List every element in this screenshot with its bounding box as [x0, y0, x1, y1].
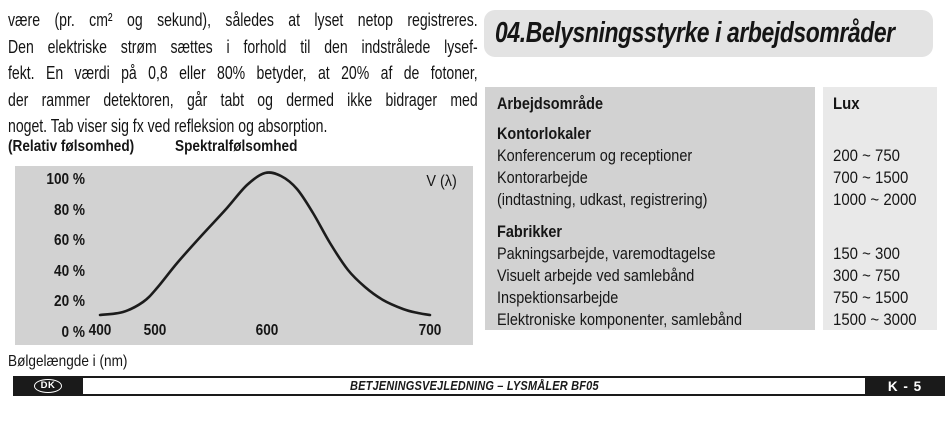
x-tick-label: 700 [418, 322, 442, 339]
footer-title-strip: BETJENINGSVEJLEDNING – LYSMÅLER BF05 [83, 376, 865, 396]
work-area-label: Visuelt arbejde ved samlebånd [497, 266, 695, 285]
lux-value: 150 ~ 300 [833, 244, 900, 263]
table-left-column-background [485, 87, 815, 330]
x-tick-label: 500 [143, 322, 167, 339]
lux-value: 700 ~ 1500 [833, 168, 909, 187]
table-header-row: Arbejdsområde Lux [485, 93, 937, 115]
footer-title: BETJENINGSVEJLEDNING – LYSMÅLER BF05 [349, 379, 599, 393]
paragraph-line: være (pr. cm² og sekund), således at lys… [8, 9, 478, 30]
y-tick-label: 80 % [54, 201, 85, 219]
table-row: Inspektionsarbejde 750 ~ 1500 [485, 287, 937, 309]
work-area-label: Pakningsarbejde, varemodtagelse [497, 244, 716, 263]
lux-value: 1500 ~ 3000 [833, 310, 917, 329]
table-right-column-background [823, 87, 937, 330]
table-row: Kontorarbejde 700 ~ 1500 [485, 167, 937, 189]
paragraph-line: Den elektriske strøm sættes i forhold ti… [8, 35, 478, 57]
lux-value: 750 ~ 1500 [833, 288, 909, 307]
table-row: (indtastning, udkast, registrering) 1000… [485, 189, 937, 211]
column-header-lux: Lux [833, 94, 860, 113]
spectral-sensitivity-chart: 100 % 80 % 60 % 40 % 20 % 0 % 400 500 60… [15, 166, 473, 345]
lux-value: 300 ~ 750 [833, 266, 900, 285]
x-tick-label: 400 [88, 322, 112, 339]
chart-titles: (Relativ følsomhed) Spektralfølsomhed [8, 138, 478, 156]
table-row: Visuelt arbejde ved samlebånd 300 ~ 750 [485, 265, 937, 287]
table-row: Pakningsarbejde, varemodtagelse 150 ~ 30… [485, 243, 937, 265]
lux-table: Arbejdsområde Lux Kontorlokaler Konferen… [485, 87, 937, 330]
x-axis-title: Bølgelængde i (nm) [8, 353, 128, 370]
y-tick-label: 20 % [54, 293, 85, 311]
body-paragraph: være (pr. cm² og sekund), således at lys… [8, 7, 478, 140]
section-header-box: 04.Belysningsstyrke i arbejdsområder [484, 10, 933, 57]
country-badge-box: DK [13, 376, 83, 396]
work-area-label: (indtastning, udkast, registrering) [497, 190, 708, 209]
work-area-label: Kontorarbejde [497, 168, 588, 187]
footer-bar: DK BETJENINGSVEJLEDNING – LYSMÅLER BF05 … [13, 376, 945, 396]
series-label: V (λ) [426, 173, 457, 190]
work-area-label: Elektroniske komponenter, samlebånd [497, 310, 742, 329]
work-area-label: Inspektionsarbejde [497, 288, 619, 307]
chart-subtitle: (Relativ følsomhed) [8, 138, 135, 155]
y-tick-label: 100 % [46, 171, 85, 188]
paragraph-line: noget. Tab viser sig fx ved refleksion o… [8, 115, 328, 136]
y-tick-label: 40 % [54, 262, 85, 280]
dk-badge: DK [33, 379, 63, 393]
work-area-label: Konferencerum og receptioner [497, 146, 693, 165]
column-header-area: Arbejdsområde [497, 94, 603, 113]
y-axis-labels: 100 % 80 % 60 % 40 % 20 % 0 % [15, 171, 85, 341]
paragraph-line: der rammer detektoren, går tabt og derme… [8, 88, 478, 110]
y-tick-label: 0 % [61, 323, 85, 341]
table-section-row: Kontorlokaler [485, 123, 937, 145]
lux-value: 200 ~ 750 [833, 146, 900, 165]
luminosity-curve [98, 171, 432, 317]
y-tick-label: 60 % [54, 232, 85, 250]
x-tick-label: 600 [255, 322, 279, 339]
section-label: Kontorlokaler [497, 124, 591, 143]
section-header-title: 04.Belysningsstyrke i arbejdsområder [495, 17, 895, 49]
table-row: Konferencerum og receptioner 200 ~ 750 [485, 145, 937, 167]
page-number: K - 5 [887, 378, 923, 394]
table-row: Elektroniske komponenter, samlebånd 1500… [485, 309, 937, 331]
paragraph-line: fekt. En værdi på 0,8 eller 80% betyder,… [8, 62, 478, 83]
lux-value: 1000 ~ 2000 [833, 190, 917, 209]
page-number-box: K - 5 [865, 376, 945, 396]
table-section-row: Fabrikker [485, 221, 937, 243]
section-label: Fabrikker [497, 222, 563, 241]
chart-title: Spektralfølsomhed [174, 138, 298, 155]
